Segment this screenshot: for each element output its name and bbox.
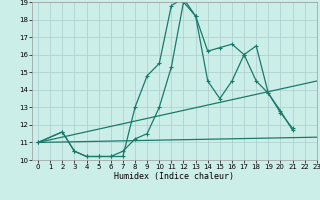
X-axis label: Humidex (Indice chaleur): Humidex (Indice chaleur): [115, 172, 234, 181]
